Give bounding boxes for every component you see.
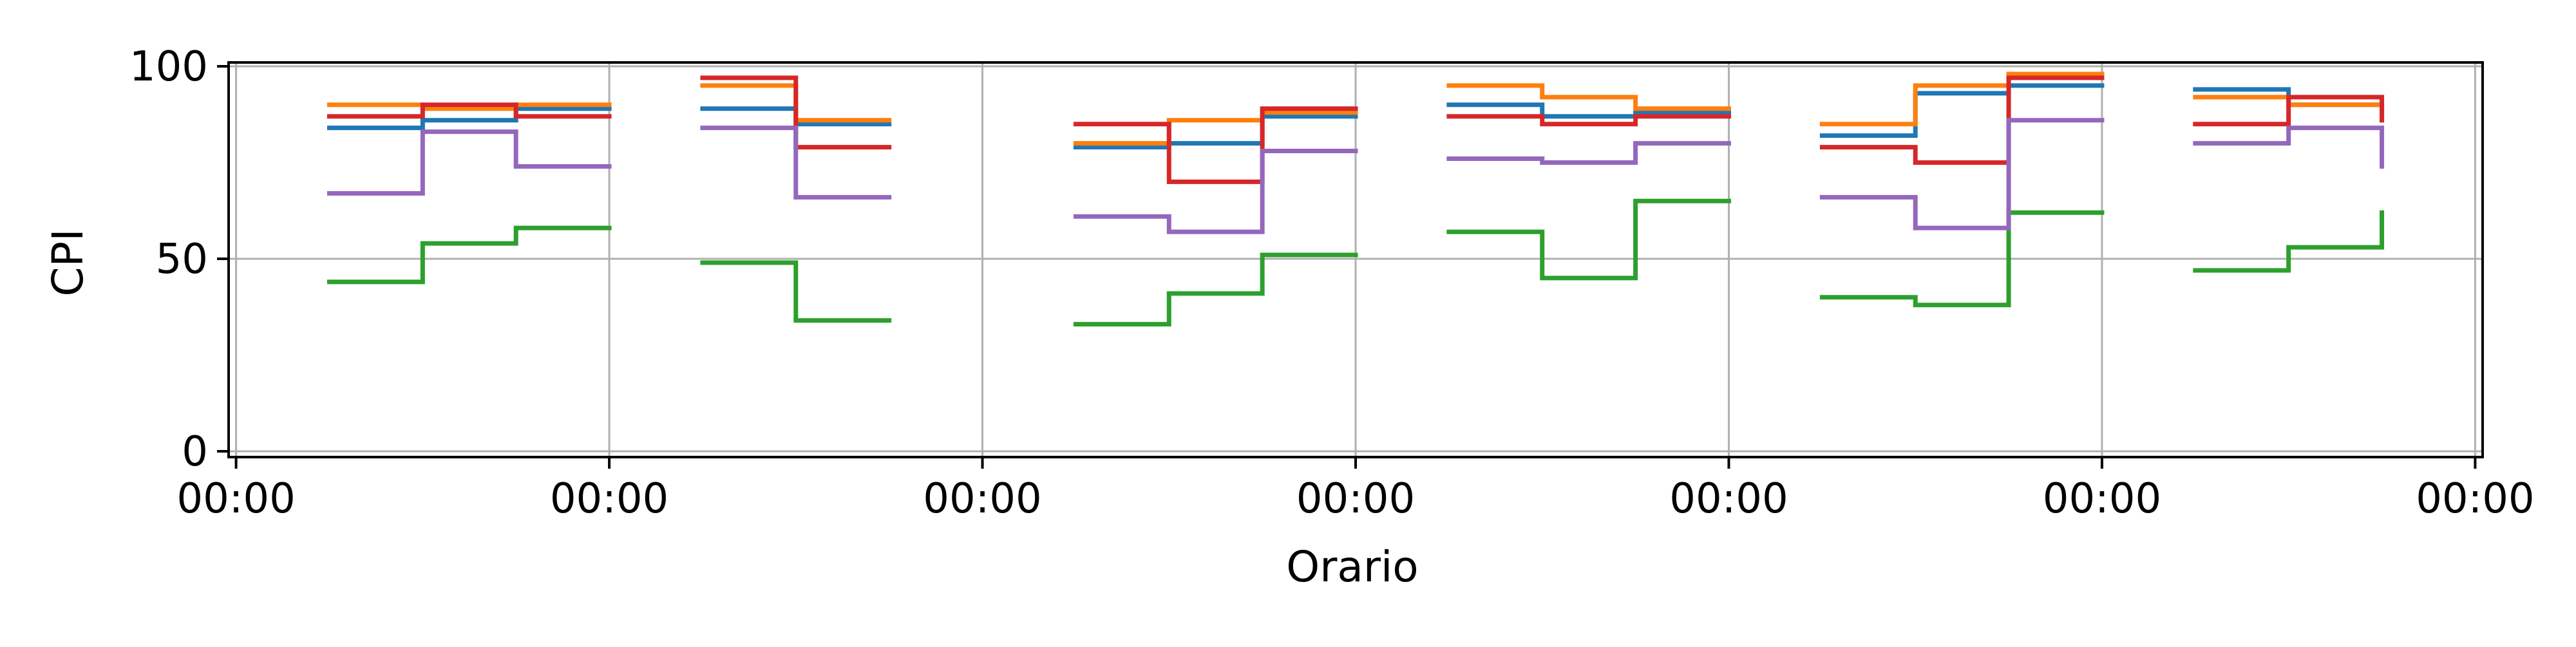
series-1-step-segment-3 [1073, 114, 1358, 150]
series-1-step-segment-1 [327, 106, 612, 131]
series-4-step-segment-4 [1446, 114, 1731, 127]
series-4-step-segment-5 [1819, 75, 2105, 165]
series-2-step-segment-5 [1819, 71, 2105, 127]
series-5-step-segment-6 [2193, 126, 2385, 169]
x-tick-label: 00:00 [2043, 475, 2161, 523]
x-tick-label: 00:00 [2416, 475, 2534, 523]
y-tick-label: 100 [129, 43, 208, 91]
x-tick-label: 00:00 [1296, 475, 1415, 523]
series-3-step-segment-3 [1073, 252, 1358, 327]
series-4-step-segment-3 [1073, 106, 1358, 184]
series-2-step-segment-4 [1446, 83, 1731, 111]
series-1-step-segment-5 [1819, 83, 2105, 138]
x-tick-label: 00:00 [550, 475, 668, 523]
series-3-step-segment-6 [2193, 210, 2385, 273]
series-lines [327, 71, 2385, 327]
x-tick-label: 00:00 [923, 475, 1041, 523]
x-axis-label: Orario [1286, 542, 1418, 592]
series-1 [327, 83, 2385, 150]
series-5-step-segment-3 [1073, 149, 1358, 234]
series-5 [327, 118, 2385, 234]
y-tick-label: 0 [182, 428, 208, 476]
series-3 [327, 198, 2385, 327]
series-5-step-segment-2 [700, 126, 892, 200]
series-5-step-segment-1 [327, 129, 612, 196]
grid-lines [229, 62, 2483, 457]
y-tick-label: 50 [156, 236, 208, 283]
series-5-step-segment-4 [1446, 141, 1731, 165]
series-5-step-segment-5 [1819, 118, 2105, 230]
series-3-step-segment-1 [327, 225, 612, 285]
series-4 [327, 75, 2385, 184]
series-3-step-segment-5 [1819, 210, 2105, 308]
y-axis-label: CPI [43, 229, 93, 296]
y-axis-ticks: 0 50 100 [129, 43, 229, 476]
series-2-step-segment-1 [327, 102, 612, 111]
series-4-step-segment-1 [327, 102, 612, 119]
series-3-step-segment-2 [700, 260, 892, 323]
series-4-step-segment-2 [700, 75, 892, 150]
x-tick-label: 00:00 [176, 475, 295, 523]
series-1-step-segment-4 [1446, 102, 1731, 119]
series-4-step-segment-6 [2193, 95, 2385, 127]
x-axis-ticks: 00:00 00:00 00:00 00:00 00:00 00:00 00:00 [176, 457, 2535, 523]
x-tick-label: 00:00 [1669, 475, 1788, 523]
series-2-step-segment-3 [1073, 110, 1358, 146]
series-3-step-segment-4 [1446, 198, 1731, 281]
